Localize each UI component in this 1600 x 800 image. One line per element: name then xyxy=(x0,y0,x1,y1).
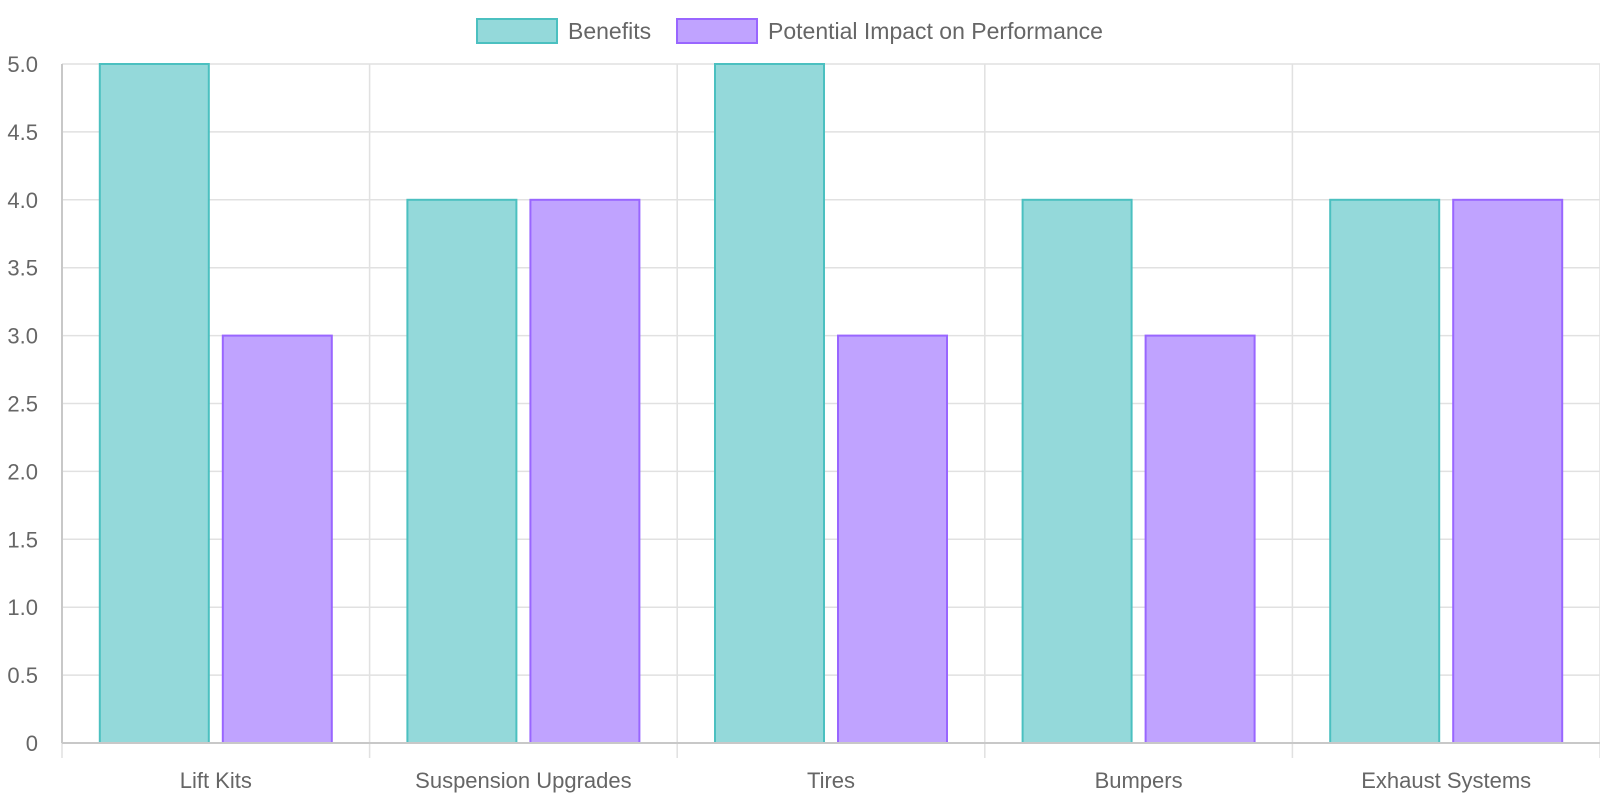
y-tick-label: 5.0 xyxy=(7,52,38,77)
y-tick-label: 4.0 xyxy=(7,188,38,213)
bar-tires-potential-impact[interactable] xyxy=(837,334,948,744)
bar-bumpers-potential-impact[interactable] xyxy=(1144,334,1256,744)
bar-lift-kits-potential-impact[interactable] xyxy=(221,334,333,744)
x-tick-label: Tires xyxy=(807,768,855,793)
bar-bumpers-benefits[interactable] xyxy=(1021,198,1133,745)
x-tick-label: Bumpers xyxy=(1095,768,1183,793)
legend-swatch-benefits[interactable] xyxy=(476,18,558,44)
bar-suspension-upgrades-potential-impact[interactable] xyxy=(529,198,641,745)
x-tick-label: Exhaust Systems xyxy=(1361,768,1531,793)
legend-swatch-potential-impact[interactable] xyxy=(676,18,758,44)
bar-exhaust-systems-potential-impact[interactable] xyxy=(1452,198,1564,745)
bar-exhaust-systems-benefits[interactable] xyxy=(1329,198,1441,745)
y-tick-label: 0 xyxy=(26,731,38,756)
bar-suspension-upgrades-benefits[interactable] xyxy=(406,198,518,745)
bar-lift-kits-benefits[interactable] xyxy=(98,63,210,744)
legend-label-potential-impact[interactable]: Potential Impact on Performance xyxy=(768,18,1103,44)
legend: Benefits Potential Impact on Performance xyxy=(476,18,1103,44)
y-tick-label: 2.0 xyxy=(7,459,38,484)
y-tick-label: 1.0 xyxy=(7,595,38,620)
x-tick-label: Suspension Upgrades xyxy=(415,768,631,793)
y-tick-label: 1.5 xyxy=(7,527,38,552)
axes xyxy=(61,64,1600,744)
y-tick-label: 4.5 xyxy=(7,120,38,145)
y-tick-label: 3.5 xyxy=(7,256,38,281)
y-tick-label: 2.5 xyxy=(7,392,38,417)
x-tick-label: Lift Kits xyxy=(180,768,252,793)
legend-label-benefits[interactable]: Benefits xyxy=(568,18,651,44)
y-tick-label: 3.0 xyxy=(7,324,38,349)
bar-tires-benefits[interactable] xyxy=(714,63,825,744)
y-tick-label: 0.5 xyxy=(7,663,38,688)
bars xyxy=(98,63,1564,745)
tick-labels: 0 0.5 1.0 1.5 2.0 2.5 3.0 3.5 4.0 4.5 5.0 Lift Kits… xyxy=(7,52,1531,793)
